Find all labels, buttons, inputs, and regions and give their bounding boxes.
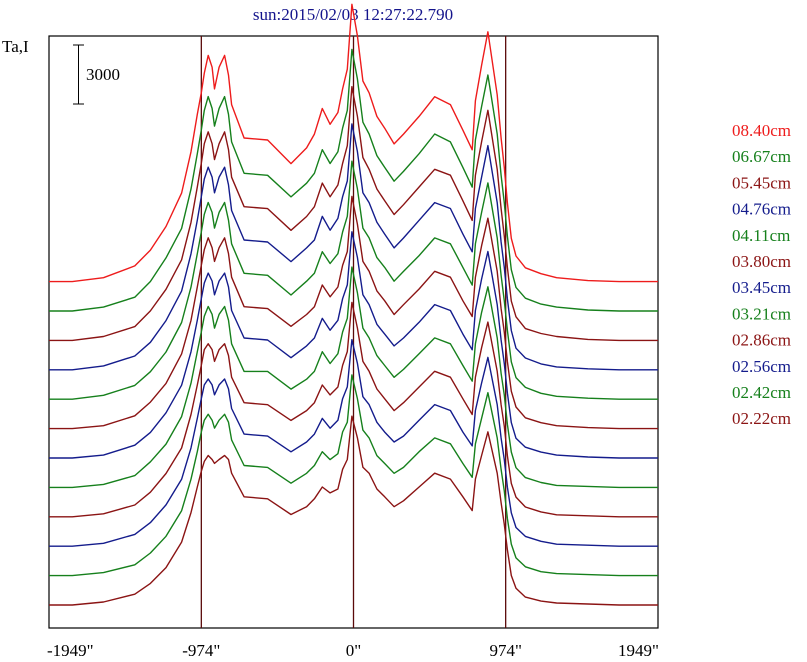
series-line-0 (49, 3, 658, 283)
y-axis-label: Ta,I (2, 37, 29, 56)
series-line-2 (49, 85, 658, 342)
legend-entry-8: 02.86cm (732, 331, 791, 350)
series-line-8 (49, 301, 658, 518)
legend-entry-3: 04.76cm (732, 200, 791, 219)
x-tick-label-3: 974" (489, 641, 521, 660)
series-line-3 (49, 123, 658, 371)
series-line-6 (49, 231, 658, 459)
x-tick-label-1: -974" (182, 641, 220, 660)
x-tick-labels: -1949" -974" 0" 974" 1949" (47, 641, 659, 660)
legend-entry-7: 03.21cm (732, 304, 791, 323)
series-layer (49, 3, 658, 606)
x-tick-label-0: -1949" (47, 641, 94, 660)
series-line-11 (49, 415, 658, 606)
legend-entry-9: 02.56cm (732, 357, 791, 376)
legend-entry-10: 02.42cm (732, 383, 791, 402)
x-tick-label-4: 1949" (618, 641, 659, 660)
legend: 08.40cm 06.67cm 05.45cm 04.76cm 04.11cm 03.80… (732, 121, 791, 428)
series-line-1 (49, 48, 658, 312)
series-line-10 (49, 374, 658, 577)
scale-bar (73, 44, 84, 105)
series-line-7 (49, 266, 658, 489)
legend-entry-4: 04.11cm (732, 226, 790, 245)
legend-entry-5: 03.80cm (732, 252, 791, 271)
x-tick-label-2: 0" (346, 641, 361, 660)
legend-entry-11: 02.22cm (732, 409, 791, 428)
legend-entry-1: 06.67cm (732, 147, 791, 166)
series-line-5 (49, 195, 658, 430)
legend-entry-0: 08.40cm (732, 121, 791, 140)
legend-entry-6: 03.45cm (732, 278, 791, 297)
series-line-4 (49, 160, 658, 400)
series-line-9 (49, 339, 658, 547)
legend-entry-2: 05.45cm (732, 173, 791, 192)
scale-bar-label: 3000 (86, 65, 120, 84)
